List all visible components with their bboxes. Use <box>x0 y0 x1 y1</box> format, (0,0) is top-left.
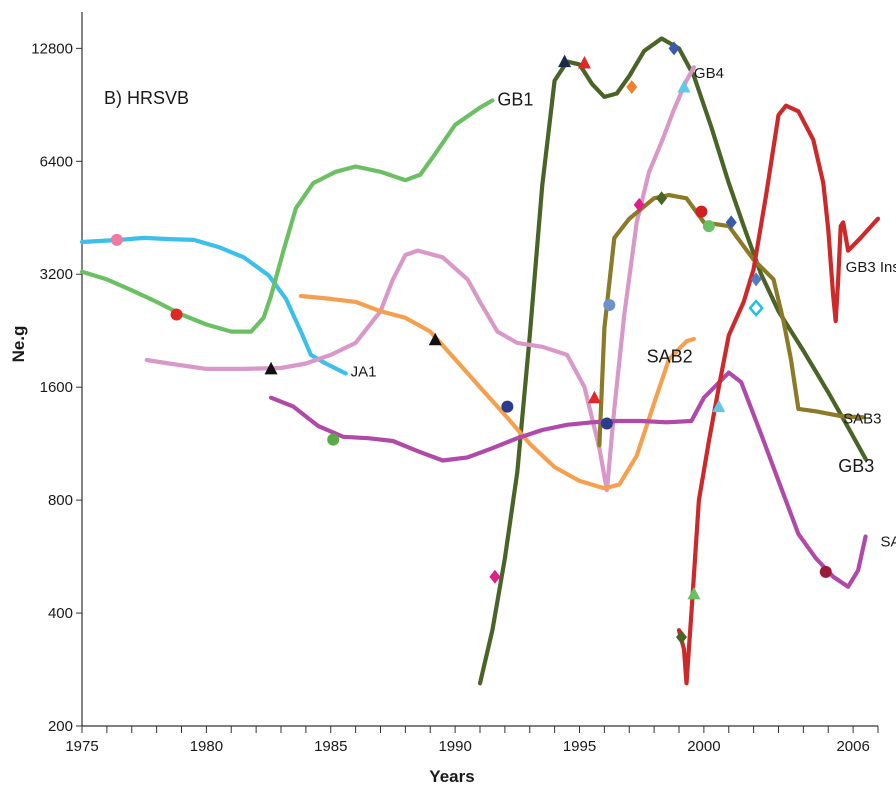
panel-label: B) HRSVB <box>104 88 189 108</box>
series-line-gb3-ins <box>676 103 881 686</box>
x-axis-title: Years <box>429 767 474 786</box>
series-line-sab3 <box>597 193 866 448</box>
marker-circle-gb1 <box>170 308 183 321</box>
marker-diamond-sab3 <box>656 191 668 206</box>
marker-triangle-gb3 <box>577 55 591 69</box>
label-layer: B) HRSVB JA1 GB1 GB3 GB4 SAB2 SAB3 SAB1 GB3 Ins <box>104 65 896 551</box>
marker-diamond-gb3 <box>725 215 737 230</box>
series-line-ja1 <box>79 235 348 376</box>
marker-diamond-gb3-ins <box>675 630 687 645</box>
marker-triangle-sab2 <box>264 361 278 375</box>
marker-triangle-sab1 <box>712 399 726 413</box>
series-label-gb3-ins: GB3 Ins <box>846 259 896 276</box>
marker-triangle-gb3-ins <box>687 586 701 600</box>
series-layer <box>79 36 881 686</box>
marker-layer <box>110 41 832 645</box>
marker-diamond-open-gb3-ins <box>748 299 764 317</box>
series-label-sab1: SAB1 <box>880 534 896 551</box>
series-label-gb3: GB3 <box>838 456 874 476</box>
series-label-sab3: SAB3 <box>843 411 881 428</box>
x-tick-label: 2000 <box>687 738 720 755</box>
marker-circle-sab3 <box>600 417 613 430</box>
x-tick-label: 1990 <box>438 738 471 755</box>
axes-layer: 200 400 800 1600 3200 6400 12800 1975 1980 1985 19… <box>9 12 879 786</box>
y-tick-label: 800 <box>48 492 73 509</box>
x-tick-label: 1995 <box>563 738 596 755</box>
marker-diamond-gb3 <box>750 272 762 287</box>
series-line-gb1 <box>79 98 495 334</box>
marker-circle-sab3 <box>695 205 708 218</box>
marker-circle-gb3 <box>501 400 514 413</box>
marker-triangle-gb3 <box>558 54 572 68</box>
series-label-ja1: JA1 <box>351 364 377 381</box>
marker-circle-gb4 <box>603 298 616 311</box>
marker-circle-ja1 <box>110 233 123 246</box>
y-tick-label: 400 <box>48 605 73 622</box>
x-tick-label: 1980 <box>190 738 223 755</box>
x-tick-label: 1975 <box>65 738 98 755</box>
marker-triangle-gb4 <box>677 79 691 93</box>
x-tick-label: 2006 <box>836 738 869 755</box>
series-label-gb1: GB1 <box>497 89 533 109</box>
series-line-gb4 <box>144 65 696 493</box>
marker-diamond-sab3 <box>633 197 645 212</box>
series-line-sab1 <box>268 370 868 589</box>
y-tick-label: 1600 <box>40 379 73 396</box>
series-label-gb4: GB4 <box>694 65 724 82</box>
marker-diamond-gb3 <box>668 41 680 56</box>
marker-diamond-gb3 <box>626 79 638 94</box>
marker-triangle-sab2 <box>428 332 442 346</box>
y-tick-label: 12800 <box>31 40 73 57</box>
marker-diamond-gb3 <box>489 569 501 584</box>
series-label-sab2: SAB2 <box>647 346 693 366</box>
y-tick-label: 6400 <box>40 153 73 170</box>
marker-circle-sab3 <box>702 220 715 233</box>
y-tick-label: 200 <box>48 718 73 735</box>
marker-triangle-sab3 <box>587 390 601 404</box>
y-tick-label: 3200 <box>40 266 73 283</box>
x-tick-label: 1985 <box>314 738 347 755</box>
marker-circle-gb1 <box>327 433 340 446</box>
series-line-sab2 <box>298 293 696 491</box>
y-axis-title: Ne.g <box>9 326 28 363</box>
marker-circle-sab1 <box>819 565 832 578</box>
series-line-gb3 <box>477 36 868 686</box>
